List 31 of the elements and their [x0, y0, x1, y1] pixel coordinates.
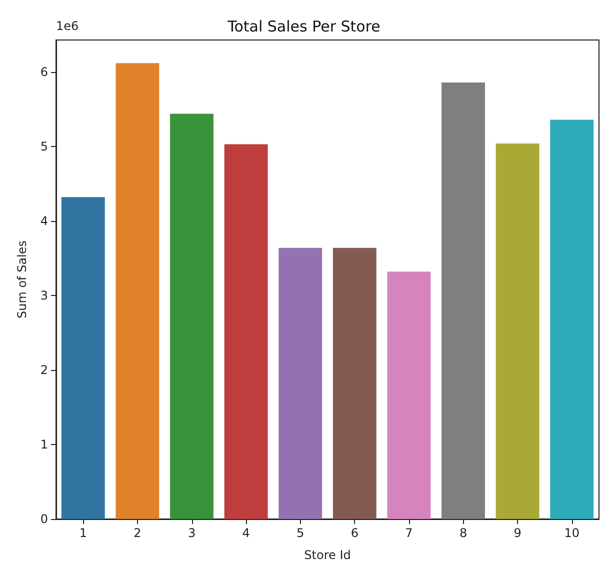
x-tick-label: 9 — [514, 526, 522, 540]
x-tick-label: 2 — [134, 526, 142, 540]
chart-title: Total Sales Per Store — [226, 18, 380, 36]
bar — [387, 272, 431, 519]
x-axis-title: Store Id — [304, 548, 351, 562]
x-tick-label: 3 — [188, 526, 196, 540]
x-tick-label: 6 — [350, 526, 358, 540]
y-tick-label: 6 — [40, 65, 48, 80]
y-axis-title: Sum of Sales — [15, 240, 29, 319]
bar — [332, 248, 376, 519]
x-tick-label: 10 — [564, 526, 580, 540]
x-tick-label: 8 — [459, 526, 468, 540]
x-tick-label: 4 — [242, 526, 250, 540]
bar — [496, 144, 540, 519]
bar — [61, 197, 105, 519]
y-tick-label: 2 — [40, 363, 48, 378]
x-tick-label: 1 — [79, 526, 87, 540]
x-tick-label: 7 — [405, 526, 413, 540]
bar — [550, 120, 594, 519]
x-tick-label: 5 — [296, 526, 304, 540]
bar — [170, 114, 214, 519]
y-tick-label: 0 — [40, 512, 48, 526]
bar — [224, 144, 268, 519]
text: 1e6 — [56, 19, 79, 33]
bar — [278, 248, 322, 519]
y-tick-label: 1 — [40, 438, 48, 452]
y-tick-label: 3 — [40, 288, 48, 303]
bar — [442, 82, 485, 519]
y-tick-label: 5 — [40, 140, 48, 154]
bar — [116, 63, 160, 519]
y-tick-label: 4 — [40, 214, 48, 228]
